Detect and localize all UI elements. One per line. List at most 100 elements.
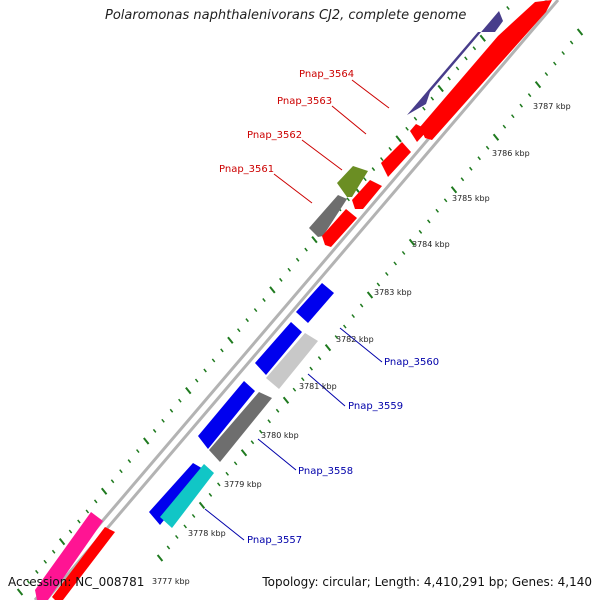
tick-mark bbox=[561, 51, 565, 56]
tick-mark bbox=[437, 84, 444, 93]
tick-mark bbox=[194, 378, 199, 383]
tick-mark bbox=[519, 103, 523, 108]
tick-mark bbox=[51, 549, 56, 554]
tick-mark bbox=[85, 509, 90, 514]
tick-mark bbox=[152, 428, 157, 433]
gene-feature-blue bbox=[255, 322, 302, 375]
tick-mark bbox=[119, 469, 123, 474]
tick-mark bbox=[506, 6, 510, 10]
gene-feature-red bbox=[52, 527, 115, 600]
map-title: Polaromonas naphthalenivorans CJ2, compl… bbox=[105, 8, 467, 23]
gene-features bbox=[35, 0, 552, 600]
tick-mark bbox=[492, 133, 500, 141]
scale-label: 3778 kbp bbox=[188, 529, 226, 538]
gene-label[interactable]: Pnap_3557 bbox=[247, 535, 302, 546]
tick-mark bbox=[460, 177, 465, 182]
tick-mark bbox=[472, 46, 477, 51]
tick-mark bbox=[388, 146, 392, 151]
tick-mark bbox=[26, 579, 31, 584]
tick-mark bbox=[435, 208, 439, 213]
tick-mark bbox=[183, 524, 187, 529]
tick-mark bbox=[282, 396, 290, 404]
gene-label[interactable]: Pnap_3563 bbox=[277, 96, 332, 107]
tick-mark bbox=[395, 135, 402, 143]
tick-mark bbox=[576, 28, 584, 36]
tick-mark bbox=[408, 238, 416, 247]
scale-label: 3787 kbp bbox=[533, 102, 571, 111]
scale-label: 3783 kbp bbox=[374, 288, 412, 297]
gene-feature-blue bbox=[149, 463, 205, 525]
gene-label[interactable]: Pnap_3564 bbox=[299, 69, 354, 80]
tick-mark bbox=[301, 377, 305, 382]
tick-mark bbox=[240, 449, 248, 457]
scale-label: 3780 kbp bbox=[261, 431, 299, 440]
leader-line-pnap-3559 bbox=[307, 373, 346, 407]
gene-label[interactable]: Pnap_3559 bbox=[348, 401, 403, 412]
tick-mark bbox=[236, 328, 241, 333]
leader-line-pnap-3558 bbox=[257, 438, 297, 471]
tick-mark bbox=[245, 318, 249, 323]
leader-line-pnap-3562 bbox=[301, 139, 343, 171]
tick-mark bbox=[393, 261, 397, 266]
tick-mark bbox=[479, 34, 486, 42]
gene-feature-blue bbox=[296, 283, 334, 323]
gene-feature-red bbox=[410, 124, 428, 142]
tick-mark bbox=[455, 66, 460, 71]
tick-mark bbox=[477, 156, 481, 161]
scale-label: 3784 kbp bbox=[412, 240, 450, 249]
scale-labels: 3777 kbp 3778 kbp 3779 kbp 3780 kbp 3781 kbp… bbox=[152, 102, 571, 586]
tick-mark bbox=[220, 348, 224, 353]
gene-label[interactable]: Pnap_3558 bbox=[298, 466, 353, 477]
tick-mark bbox=[511, 114, 515, 119]
tick-mark bbox=[295, 257, 300, 262]
tick-mark bbox=[418, 229, 423, 234]
tick-mark bbox=[366, 291, 374, 299]
leader-line-pnap-3561 bbox=[273, 173, 313, 204]
tick-mark bbox=[269, 286, 276, 294]
gene-feature-gray bbox=[309, 195, 347, 237]
tick-mark bbox=[534, 80, 542, 89]
gene-label[interactable]: Pnap_3561 bbox=[219, 164, 274, 175]
tick-mark bbox=[311, 235, 318, 244]
tick-mark bbox=[275, 408, 280, 413]
tick-mark bbox=[203, 368, 207, 373]
tick-mark bbox=[178, 398, 182, 403]
tick-mark bbox=[68, 529, 73, 534]
gene-feature-magenta bbox=[35, 512, 103, 600]
tick-mark bbox=[166, 545, 171, 550]
tick-mark bbox=[143, 437, 150, 445]
tick-mark bbox=[233, 461, 238, 466]
tick-mark bbox=[225, 471, 229, 476]
tick-mark bbox=[217, 482, 221, 487]
tick-mark bbox=[447, 76, 451, 81]
scale-label: 3781 kbp bbox=[299, 382, 337, 391]
tick-mark bbox=[427, 219, 431, 224]
tick-mark bbox=[346, 197, 350, 202]
leader-line-pnap-3564 bbox=[351, 79, 390, 109]
tick-mark bbox=[304, 247, 308, 252]
tick-mark bbox=[553, 61, 557, 66]
tick-mark bbox=[343, 324, 347, 329]
scale-label: 3785 kbp bbox=[452, 194, 490, 203]
tick-mark bbox=[359, 303, 364, 308]
tick-mark bbox=[161, 418, 165, 423]
tick-mark bbox=[136, 449, 140, 454]
gene-feature-cyan bbox=[160, 464, 214, 528]
tick-mark bbox=[287, 267, 292, 272]
tick-mark bbox=[35, 569, 39, 574]
tick-mark bbox=[127, 459, 132, 464]
gene-label[interactable]: Pnap_3560 bbox=[384, 357, 439, 368]
scale-label: 3777 kbp bbox=[152, 577, 190, 586]
tick-mark bbox=[401, 250, 406, 255]
tick-mark bbox=[156, 554, 164, 562]
tick-mark bbox=[469, 166, 473, 171]
gene-feature-red bbox=[322, 209, 357, 247]
tick-mark bbox=[544, 72, 549, 77]
scale-label: 3786 kbp bbox=[492, 149, 530, 158]
tick-mark bbox=[405, 126, 409, 131]
tick-mark bbox=[317, 356, 322, 361]
tick-mark bbox=[527, 93, 532, 98]
gene-label[interactable]: Pnap_3562 bbox=[247, 130, 302, 141]
tick-mark bbox=[502, 124, 507, 129]
